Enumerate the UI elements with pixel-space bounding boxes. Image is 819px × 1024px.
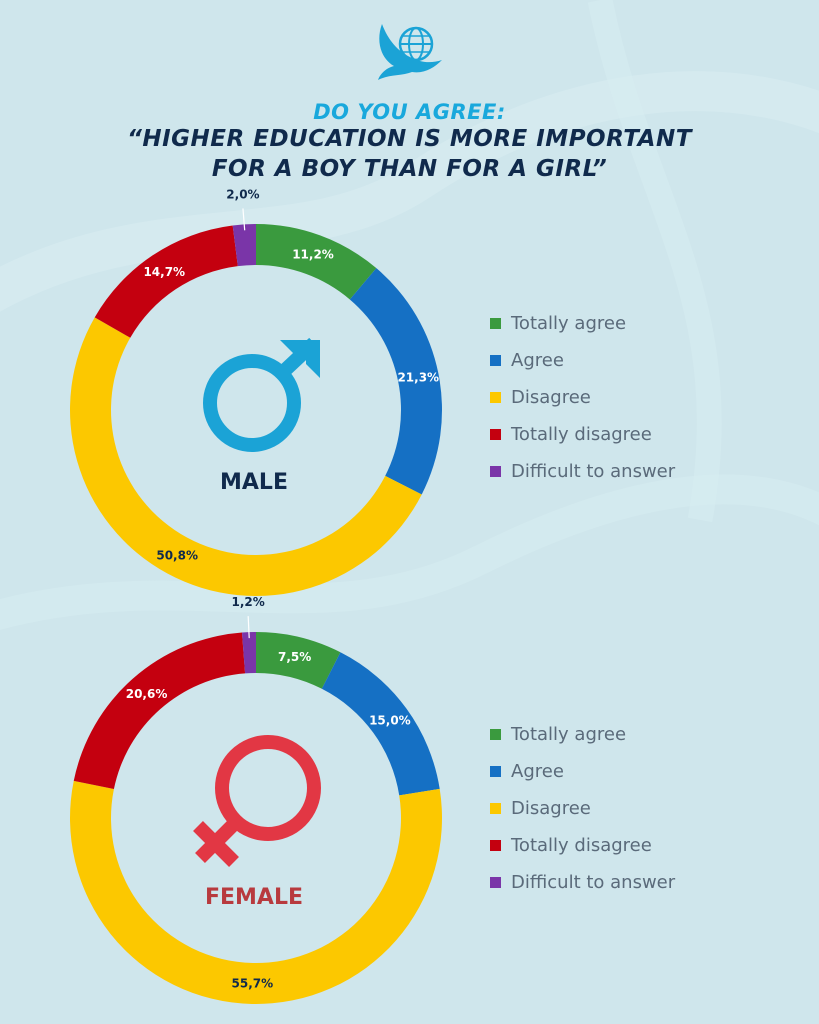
- legend-swatch: [490, 840, 501, 851]
- legend-label: Totally agree: [511, 724, 627, 745]
- legend-label: Disagree: [511, 387, 591, 408]
- legend-label: Totally disagree: [511, 424, 652, 445]
- female-slice-disagree: [70, 780, 442, 1005]
- male-slice-totally-disagree: [94, 225, 238, 338]
- data-label: 15,0%: [369, 714, 411, 728]
- legend-swatch: [490, 877, 501, 888]
- data-label: 21,3%: [397, 370, 439, 384]
- legend-swatch: [490, 355, 501, 366]
- legend-label: Agree: [511, 350, 564, 371]
- legend-swatch: [490, 766, 501, 777]
- legend-item: Totally disagree: [490, 416, 675, 453]
- male-legend: Totally agree Agree Disagree Totally disagr…: [490, 305, 675, 490]
- legend-swatch: [490, 392, 501, 403]
- legend-item: Agree: [490, 342, 675, 379]
- leader-line: [247, 616, 250, 639]
- data-label: 11,2%: [292, 248, 334, 262]
- legend-item: Difficult to answer: [490, 864, 675, 901]
- legend-label: Difficult to answer: [511, 872, 676, 893]
- chart-title-line-1: “HIGHER EDUCATION IS MORE IMPORTANT: [127, 126, 692, 152]
- female-slice-agree: [321, 652, 440, 796]
- data-label: 2,0%: [226, 187, 259, 201]
- legend-item: Disagree: [490, 790, 675, 827]
- legend-label: Disagree: [511, 798, 591, 819]
- data-label: 55,7%: [232, 976, 274, 990]
- male-slice-difficult-to-answer: [232, 224, 256, 267]
- male-center-label: MALE: [220, 470, 288, 495]
- data-label: 50,8%: [156, 549, 198, 563]
- chart-title-line-2: FOR A BOY THAN FOR A GIRL”: [211, 156, 608, 182]
- legend-label: Difficult to answer: [511, 461, 676, 482]
- female-legend: Totally agree Agree Disagree Totally disagr…: [490, 716, 675, 901]
- legend-item: Disagree: [490, 379, 675, 416]
- legend-swatch: [490, 466, 501, 477]
- legend-swatch: [490, 318, 501, 329]
- chart-subtitle: DO YOU AGREE:: [313, 100, 506, 124]
- legend-label: Totally disagree: [511, 835, 652, 856]
- male-slice-agree: [349, 268, 442, 495]
- legend-swatch: [490, 429, 501, 440]
- legend-item: Agree: [490, 753, 675, 790]
- legend-swatch: [490, 729, 501, 740]
- male-symbol-icon: [203, 337, 320, 452]
- data-label: 7,5%: [278, 650, 311, 664]
- data-label: 20,6%: [126, 687, 168, 701]
- legend-label: Agree: [511, 761, 564, 782]
- female-center-label: FEMALE: [204, 885, 304, 910]
- eagle-globe-logo: [378, 24, 442, 80]
- legend-item: Difficult to answer: [490, 453, 675, 490]
- male-slice-totally-agree: [256, 224, 377, 300]
- leader-line: [242, 208, 246, 231]
- female-symbol-icon: [193, 735, 321, 867]
- data-label: 14,7%: [143, 265, 185, 279]
- legend-label: Totally agree: [511, 313, 627, 334]
- legend-item: Totally agree: [490, 716, 675, 753]
- legend-item: Totally disagree: [490, 827, 675, 864]
- male-slice-disagree: [69, 317, 422, 597]
- female-slice-totally-disagree: [73, 632, 246, 790]
- female-slice-totally-agree: [256, 632, 341, 689]
- legend-item: Totally agree: [490, 305, 675, 342]
- female-slice-difficult-to-answer: [241, 632, 256, 674]
- title-block: DO YOU AGREE: “HIGHER EDUCATION IS MORE …: [0, 100, 819, 184]
- legend-swatch: [490, 803, 501, 814]
- data-label: 1,2%: [232, 595, 265, 609]
